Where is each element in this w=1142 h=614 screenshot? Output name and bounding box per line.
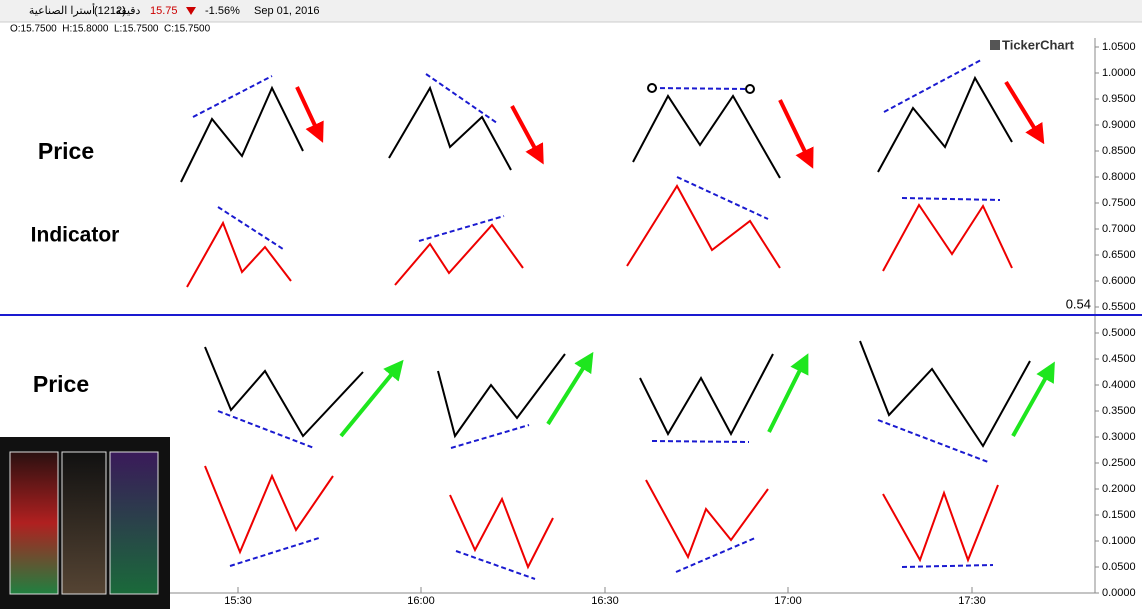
price: 15.75 — [150, 5, 178, 17]
y-tick-label: 0.1500 — [1102, 509, 1136, 521]
price-sketch — [632, 94, 781, 179]
price-sketch — [859, 340, 1031, 448]
y-tick-label: 0.2000 — [1102, 483, 1136, 495]
indicator-sketch — [645, 479, 769, 560]
indicator-sketch — [186, 220, 292, 288]
y-tick-label: 0.7000 — [1102, 223, 1136, 235]
down-arrow — [510, 105, 544, 165]
price-sketch — [204, 346, 364, 438]
trend-line — [901, 197, 1001, 201]
brand: TickerChart — [1002, 37, 1075, 52]
price-sketch — [877, 75, 1013, 173]
x-tick-label: 16:30 — [591, 595, 619, 607]
trend-line — [676, 176, 769, 220]
down-arrow — [778, 99, 814, 169]
y-tick-label: 0.9500 — [1102, 93, 1136, 105]
trend-line — [450, 424, 530, 449]
trend-line — [217, 206, 284, 250]
trend-line — [418, 215, 505, 242]
header-bar — [0, 0, 1142, 22]
brand-icon — [990, 40, 1000, 50]
interval: دقيقة — [116, 5, 141, 17]
up-arrow — [546, 351, 594, 426]
x-tick-label: 16:00 — [407, 595, 435, 607]
trend-line — [425, 73, 498, 124]
y-tick-label: 0.6500 — [1102, 249, 1136, 261]
label-price: Price — [33, 371, 89, 397]
trend-line — [675, 537, 756, 573]
price-sketch — [437, 353, 566, 439]
up-arrow — [767, 353, 809, 433]
indicator-sketch — [882, 203, 1013, 272]
y-tick-label: 0.4500 — [1102, 353, 1136, 365]
thumbnail-photo — [109, 451, 159, 595]
anchor-point — [745, 84, 755, 94]
y-tick-label: 0.5000 — [1102, 327, 1136, 339]
y-tick-label: 0.8000 — [1102, 171, 1136, 183]
label-price: Price — [38, 138, 94, 164]
indicator-sketch — [204, 465, 334, 555]
trend-line — [217, 410, 315, 449]
level-label: 0.54 — [1066, 296, 1091, 311]
y-tick-label: 1.0500 — [1102, 41, 1136, 53]
trend-line — [455, 550, 536, 580]
change: -1.56% — [205, 5, 240, 17]
date: Sep 01, 2016 — [254, 5, 319, 17]
price-sketch — [639, 353, 774, 437]
x-tick-label: 17:30 — [958, 595, 986, 607]
thumbnail-photo — [9, 451, 59, 595]
indicator-sketch — [394, 223, 524, 286]
label-indicator: Indicator — [31, 224, 120, 247]
thumbnail — [0, 437, 170, 609]
y-tick-label: 0.5500 — [1102, 301, 1136, 313]
trend-line — [651, 87, 751, 90]
y-tick-label: 0.9000 — [1102, 119, 1136, 131]
y-tick-label: 0.0500 — [1102, 561, 1136, 573]
ohlc: O:15.7500 H:15.8000 L:15.7500 C:15.7500 — [10, 24, 211, 35]
price-sketch — [388, 85, 512, 171]
trend-line — [877, 419, 989, 463]
level-box — [1060, 296, 1094, 313]
thumbnail-photo — [61, 451, 107, 595]
indicator-sketch — [449, 494, 554, 570]
trend-line — [901, 564, 994, 568]
trend-line — [192, 75, 273, 118]
trend-line — [651, 440, 750, 443]
up-arrow — [1011, 361, 1055, 437]
anchor-point — [647, 83, 657, 93]
down-arrow — [1004, 80, 1045, 145]
y-tick-label: 0.1000 — [1102, 535, 1136, 547]
down-icon — [186, 7, 196, 15]
x-tick-label: 15:30 — [224, 595, 252, 607]
x-tick-label: 17:00 — [774, 595, 802, 607]
y-tick-label: 0.6000 — [1102, 275, 1136, 287]
indicator-sketch — [626, 184, 781, 269]
symbol-code: (1212) — [94, 5, 126, 17]
trend-line — [883, 59, 982, 113]
y-tick-label: 0.7500 — [1102, 197, 1136, 209]
down-arrow — [295, 86, 324, 143]
price-sketch — [180, 85, 304, 183]
y-tick-label: 0.2500 — [1102, 457, 1136, 469]
symbol: أسترا الصناعية — [29, 3, 95, 17]
up-arrow — [339, 359, 404, 438]
y-tick-label: 0.8500 — [1102, 145, 1136, 157]
y-tick-label: 1.0000 — [1102, 67, 1136, 79]
y-tick-label: 0.0000 — [1102, 587, 1136, 599]
y-tick-label: 0.4000 — [1102, 379, 1136, 391]
y-tick-label: 0.3500 — [1102, 405, 1136, 417]
indicator-sketch — [882, 484, 999, 563]
y-tick-label: 0.3000 — [1102, 431, 1136, 443]
